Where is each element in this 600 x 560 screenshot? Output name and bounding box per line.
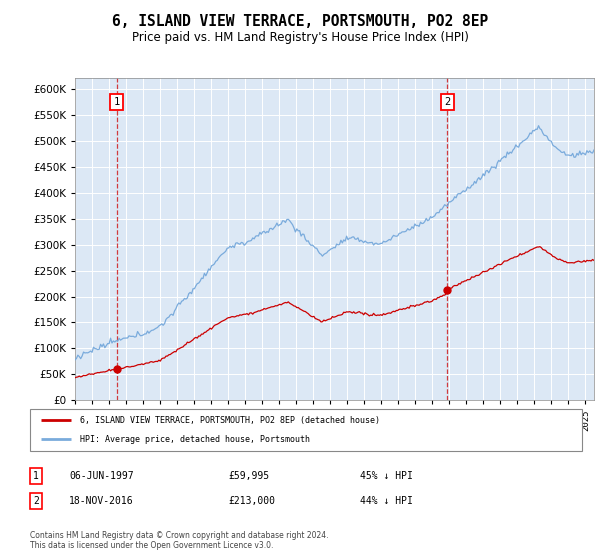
Text: Price paid vs. HM Land Registry's House Price Index (HPI): Price paid vs. HM Land Registry's House … <box>131 31 469 44</box>
Text: 6, ISLAND VIEW TERRACE, PORTSMOUTH, PO2 8EP (detached house): 6, ISLAND VIEW TERRACE, PORTSMOUTH, PO2 … <box>80 416 380 424</box>
Text: £59,995: £59,995 <box>228 471 269 481</box>
Text: Contains HM Land Registry data © Crown copyright and database right 2024.
This d: Contains HM Land Registry data © Crown c… <box>30 530 329 550</box>
Text: HPI: Average price, detached house, Portsmouth: HPI: Average price, detached house, Port… <box>80 435 310 444</box>
Text: 6, ISLAND VIEW TERRACE, PORTSMOUTH, PO2 8EP: 6, ISLAND VIEW TERRACE, PORTSMOUTH, PO2 … <box>112 14 488 29</box>
Text: 18-NOV-2016: 18-NOV-2016 <box>69 496 134 506</box>
Text: 45% ↓ HPI: 45% ↓ HPI <box>360 471 413 481</box>
Text: 2: 2 <box>444 97 451 107</box>
Text: 2: 2 <box>33 496 39 506</box>
FancyBboxPatch shape <box>30 409 582 451</box>
Text: £213,000: £213,000 <box>228 496 275 506</box>
Text: 44% ↓ HPI: 44% ↓ HPI <box>360 496 413 506</box>
Text: 06-JUN-1997: 06-JUN-1997 <box>69 471 134 481</box>
Text: 1: 1 <box>113 97 119 107</box>
Text: 1: 1 <box>33 471 39 481</box>
